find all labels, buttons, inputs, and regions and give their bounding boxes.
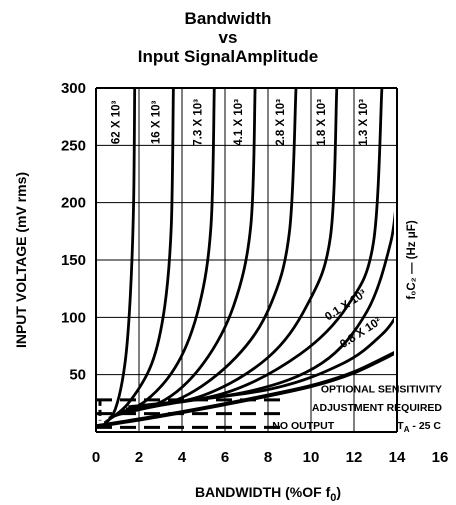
y-tick-label: 300 [61,80,86,97]
series-line-4 [117,88,298,416]
chart-title-line-1: Bandwidth [184,9,272,28]
chart-title-line-2: vs [218,28,238,47]
y-tick-label: 250 [61,137,86,154]
x-tick-label: 0 [92,449,100,466]
limit-line [96,350,394,429]
dashed-level-label-1: ADJUSTMENT REQUIRED [312,402,443,414]
x-tick-label: 4 [178,449,187,466]
y-tick-label: 200 [61,195,86,212]
series-label-5: 1.8 X 10³ [316,99,328,146]
y-tick-label: 150 [61,252,86,269]
y-axis-label: INPUT VOLTAGE (mV rms) [13,172,29,348]
plot-frame [95,87,398,433]
series-label-0: 62 X 10³ [111,100,123,144]
dashed-level-label-0: OPTIONAL SENSITIVITY [321,383,442,395]
series-line-5 [121,88,339,413]
series-line-3 [112,88,257,418]
chart-title-line-3: Input SignalAmplitude [137,47,319,66]
x-tick-label: 6 [221,449,229,466]
x-tick-label: 16 [432,449,449,466]
x-tick-label: 8 [264,449,272,466]
curve-family-label: f₀C₂ — (Hz μF) [406,220,418,299]
dashed-level-label-2: NO OUTPUT [272,420,334,432]
y-tick-label: 100 [61,309,86,326]
x-axis-label: BANDWIDTH (%OF f0) [195,484,341,504]
x-tick-label: 14 [389,449,406,466]
series-label-1: 16 X 10³ [150,100,162,144]
series-label-4: 2.8 X 10³ [275,99,287,146]
dashed-levels [96,398,281,429]
temperature-note: TA - 25 C [397,420,441,434]
y-tick-label: 50 [69,367,86,384]
x-tick-label: 10 [303,449,320,466]
x-tick-label: 12 [346,449,363,466]
chart-labels: 0 2 4 6 8 10 12 14 16 50 100 150 200 250 300 BANDWIDTH … [13,80,448,504]
series-label-6: 1.3 X 10³ [358,99,370,146]
series-line-1 [103,88,175,424]
x-tick-label: 2 [135,449,143,466]
series-line-0 [101,88,137,428]
curves [96,88,394,429]
series-label-2: 7.3 X 10³ [192,99,204,146]
series-label-3: 4.1 X 10³ [233,99,245,146]
